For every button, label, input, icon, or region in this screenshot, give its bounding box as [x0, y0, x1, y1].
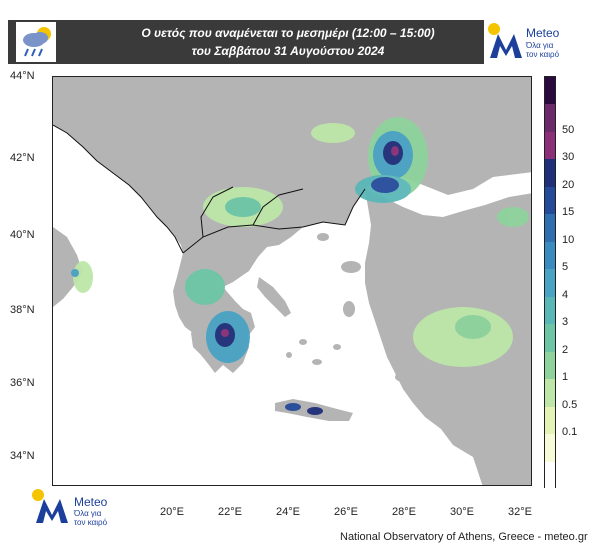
precip-peloponnese-peak	[221, 329, 229, 337]
x-tick-26: 26°E	[334, 506, 358, 518]
land-italy	[53, 227, 83, 307]
precip-italy	[73, 261, 93, 293]
y-tick-42: 42°N	[10, 152, 35, 164]
x-tick-22: 22°E	[218, 506, 242, 518]
y-tick-34: 34°N	[10, 450, 35, 462]
colorbar-label: 5	[562, 261, 569, 274]
precip-layer	[71, 117, 529, 415]
colorbar-segment	[545, 104, 555, 133]
meteo-logo: Meteo Όλα για τον καιρό	[484, 20, 568, 64]
precip-italy-core	[71, 269, 79, 277]
y-tick-36: 36°N	[10, 377, 35, 389]
colorbar-segment	[545, 296, 555, 325]
x-tick-28: 28°E	[392, 506, 416, 518]
colorbar-segment	[545, 159, 555, 188]
colorbar-label: 50	[562, 123, 575, 136]
colorbar-segment	[545, 324, 555, 353]
colorbar-segment	[545, 186, 555, 215]
land-island-2	[312, 359, 322, 365]
colorbar-label: 4	[562, 288, 569, 301]
bottom-logo-name: Meteo	[74, 495, 108, 509]
colorbar-segment	[545, 406, 555, 435]
map-canvas	[53, 77, 531, 485]
precip-crete-west	[285, 403, 301, 411]
precip-crete-east	[307, 407, 323, 415]
colorbar-label: 30	[562, 151, 575, 164]
colorbar-segment	[545, 214, 555, 243]
precipitation-map	[52, 76, 532, 486]
colorbar-segment	[545, 241, 555, 270]
colorbar-segment	[545, 434, 555, 463]
map-title: Ο υετός που αναμένεται το μεσημέρι (12:0…	[141, 26, 435, 40]
colorbar-segment	[545, 351, 555, 380]
colorbar-label: 1	[562, 371, 569, 384]
land-lesvos	[341, 261, 361, 273]
land-evia	[257, 277, 291, 317]
land-island-1	[299, 339, 307, 345]
map-subtitle: του Σαββάτου 31 Αυγούστου 2024	[191, 44, 385, 58]
bottom-logo-tagline-2: τον καιρό	[74, 518, 108, 527]
land-limnos	[317, 233, 329, 241]
rain-cloud-icon	[16, 22, 56, 62]
precip-macedonia-mid	[225, 197, 261, 217]
colorbar-label: 15	[562, 206, 575, 219]
borders	[53, 124, 366, 254]
credit-text: National Observatory of Athens, Greece -…	[340, 531, 588, 543]
logo-tagline-2: τον καιρό	[526, 50, 560, 59]
precip-anatolia-light	[413, 307, 513, 367]
colorbar	[544, 76, 556, 490]
x-tick-20: 20°E	[160, 506, 184, 518]
x-tick-30: 30°E	[450, 506, 474, 518]
colorbar-label: 0.1	[562, 426, 578, 439]
precip-anatolia-mid	[455, 315, 491, 339]
colorbar-segment	[545, 379, 555, 408]
y-tick-44: 44°N	[10, 70, 35, 82]
precip-thrace-peak	[391, 146, 399, 156]
y-tick-38: 38°N	[10, 304, 35, 316]
bottom-meteo-logo: Meteo Όλα για τον καιρό	[30, 487, 130, 527]
meteo-logo-icon	[488, 23, 522, 58]
precip-turkey-ne	[497, 207, 529, 227]
colorbar-segment	[545, 269, 555, 298]
precip-bulgaria-light	[311, 123, 355, 143]
x-tick-32: 32°E	[508, 506, 532, 518]
logo-name: Meteo	[526, 26, 560, 40]
header: Ο υετός που αναμένεται το μεσημέρι (12:0…	[8, 20, 582, 64]
title-bar: Ο υετός που αναμένεται το μεσημέρι (12:0…	[8, 20, 568, 64]
land-island-4	[333, 344, 341, 350]
colorbar-segment	[545, 77, 555, 105]
colorbar-label: 0.5	[562, 398, 578, 411]
colorbar-label: 3	[562, 316, 569, 329]
colorbar-label: 2	[562, 343, 569, 356]
precip-marmara-core	[371, 177, 399, 193]
land-chios	[343, 301, 355, 317]
bottom-logo-icon	[32, 489, 68, 523]
precip-western-greece	[185, 269, 225, 305]
y-tick-40: 40°N	[10, 229, 35, 241]
colorbar-segment	[545, 461, 555, 490]
bottom-logo-tagline-1: Όλα για	[74, 509, 102, 518]
land-island-3	[286, 352, 292, 358]
colorbar-segment	[545, 131, 555, 160]
land-rhodes	[395, 372, 411, 382]
colorbar-label: 10	[562, 233, 575, 246]
colorbar-label: 20	[562, 178, 575, 191]
x-tick-24: 24°E	[276, 506, 300, 518]
logo-tagline-1: Όλα για	[526, 41, 554, 50]
